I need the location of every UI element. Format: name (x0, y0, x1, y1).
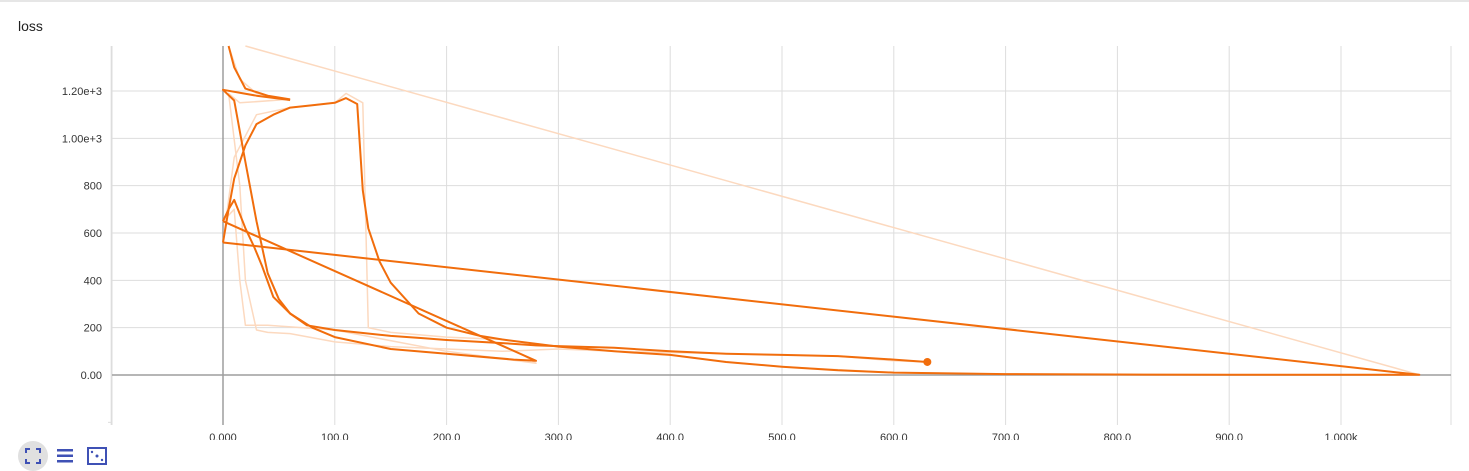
highlight-point (923, 357, 932, 366)
y-gridlines (108, 90, 1451, 423)
top-divider (0, 0, 1469, 2)
x-tick-label: 500.0 (768, 432, 796, 440)
y-tick-label: 800 (84, 181, 102, 193)
y-tick-label: 0.00 (81, 370, 102, 382)
x-tick-label: 200.0 (433, 432, 461, 440)
y-tick-labels: 0.00 200 400 600 800 1.00e+3 1.20e+3 (62, 86, 102, 382)
series-end-marker (923, 357, 932, 366)
smoothed-series-line-3 (222, 198, 537, 362)
x-tick-label: 600.0 (880, 432, 908, 440)
x-tick-label: 100.0 (321, 432, 349, 440)
smoothed-series[interactable] (222, 45, 1421, 376)
y-tick-label: 1.00e+3 (62, 133, 102, 145)
fit-domain-icon (25, 448, 41, 464)
x-tick-label: 700.0 (992, 432, 1020, 440)
x-tick-label: 800.0 (1104, 432, 1132, 440)
raw-series (222, 45, 1421, 376)
smoothed-series-line-4 (227, 45, 291, 101)
x-tick-label: 0.000 (209, 432, 237, 440)
chart-title: loss (18, 18, 43, 34)
fit-domain-button[interactable] (18, 441, 48, 471)
toggle-y-log-button[interactable] (82, 441, 112, 471)
smoothed-series-line-1 (222, 88, 928, 363)
loss-chart[interactable]: 0.000 100.0 200.0 300.0 400.0 500.0 600.0 700.0… (0, 0, 1469, 440)
x-tick-label: 900.0 (1215, 432, 1243, 440)
x-tick-label: 1.000k (1324, 432, 1358, 440)
y-tick-label: 600 (84, 228, 102, 240)
chart-toolbar (18, 441, 114, 471)
x-tick-label: 400.0 (656, 432, 684, 440)
toggle-y-log-icon (87, 447, 107, 465)
smoothed-series-line-2 (222, 97, 1421, 376)
x-gridlines (110, 46, 1452, 425)
y-tick-label: 200 (84, 323, 102, 335)
y-tick-label: 1.20e+3 (62, 86, 102, 98)
raw-series-line-2 (222, 45, 1421, 376)
x-tick-label: 300.0 (545, 432, 573, 440)
raw-series-line-1 (227, 92, 928, 363)
x-tick-labels: 0.000 100.0 200.0 300.0 400.0 500.0 600.0 700.0… (209, 432, 1358, 440)
y-tick-label: 400 (84, 275, 102, 287)
data-table-icon (57, 449, 73, 463)
data-table-button[interactable] (50, 441, 80, 471)
